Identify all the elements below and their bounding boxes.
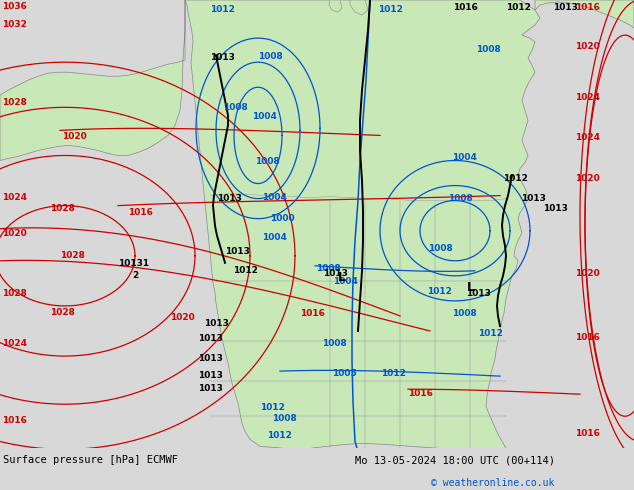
Text: 1012: 1012 — [267, 431, 292, 441]
Text: 10131: 10131 — [118, 259, 149, 268]
Text: 1020: 1020 — [170, 313, 195, 322]
Text: 1016: 1016 — [575, 429, 600, 438]
Text: 1016: 1016 — [2, 416, 27, 425]
Text: 1005: 1005 — [332, 369, 357, 378]
Text: 1020: 1020 — [575, 173, 600, 182]
Text: 1008: 1008 — [223, 103, 248, 112]
Text: 1012: 1012 — [381, 369, 406, 378]
Text: 1008: 1008 — [448, 194, 473, 202]
Text: 1008: 1008 — [258, 52, 283, 61]
Text: 1012: 1012 — [210, 5, 235, 14]
Text: 1028: 1028 — [2, 98, 27, 107]
Text: 1008: 1008 — [452, 309, 477, 318]
Text: 1008: 1008 — [255, 157, 280, 167]
Text: 1012: 1012 — [233, 266, 258, 275]
Text: 1020: 1020 — [575, 269, 600, 278]
Text: Mo 13-05-2024 18:00 UTC (00+114): Mo 13-05-2024 18:00 UTC (00+114) — [355, 455, 555, 465]
Text: 1016: 1016 — [575, 333, 600, 342]
Text: © weatheronline.co.uk: © weatheronline.co.uk — [431, 477, 555, 488]
Text: 1028: 1028 — [60, 251, 85, 260]
Text: 1013: 1013 — [466, 289, 491, 298]
Text: 1032: 1032 — [2, 20, 27, 29]
Text: 1013: 1013 — [198, 384, 223, 393]
Polygon shape — [535, 0, 634, 28]
Text: 1016: 1016 — [575, 3, 600, 12]
Text: 1024: 1024 — [2, 339, 27, 348]
Text: 1024: 1024 — [575, 93, 600, 102]
Text: 1013: 1013 — [225, 247, 250, 256]
Text: 1016: 1016 — [453, 3, 478, 12]
Text: 1013: 1013 — [543, 204, 568, 213]
Text: 1020: 1020 — [575, 42, 600, 51]
Text: 1008: 1008 — [322, 339, 347, 348]
Text: 1013: 1013 — [198, 371, 223, 380]
Text: 1012: 1012 — [427, 287, 452, 296]
Text: 1000: 1000 — [270, 214, 295, 222]
Text: 1013: 1013 — [198, 354, 223, 363]
Polygon shape — [0, 0, 185, 161]
Text: 1008: 1008 — [272, 414, 297, 423]
Text: 1012: 1012 — [260, 403, 285, 412]
Text: 1016: 1016 — [128, 208, 153, 217]
Text: 1013: 1013 — [204, 319, 229, 328]
Text: 1013: 1013 — [521, 194, 546, 202]
Text: 1012: 1012 — [478, 329, 503, 338]
Text: 1013: 1013 — [198, 334, 223, 343]
Text: 1020: 1020 — [62, 132, 87, 142]
Text: 1004: 1004 — [333, 277, 358, 286]
Text: 1013: 1013 — [210, 53, 235, 62]
Text: 1013: 1013 — [323, 269, 348, 278]
Text: 1013: 1013 — [217, 194, 242, 202]
Text: 1012: 1012 — [503, 173, 528, 182]
Text: 1013: 1013 — [553, 3, 578, 12]
Text: 1004: 1004 — [262, 193, 287, 201]
Polygon shape — [185, 0, 540, 448]
Text: 1008: 1008 — [476, 45, 501, 54]
Text: 1004: 1004 — [262, 233, 287, 242]
Polygon shape — [350, 0, 368, 15]
Text: 1024: 1024 — [2, 193, 27, 201]
Text: 1024: 1024 — [575, 133, 600, 143]
Text: 1020: 1020 — [2, 229, 27, 238]
Text: 1012: 1012 — [378, 5, 403, 14]
Text: 1008: 1008 — [316, 264, 340, 273]
Text: 1028: 1028 — [2, 289, 27, 298]
Text: 1016: 1016 — [300, 309, 325, 318]
Text: 1028: 1028 — [50, 308, 75, 317]
Text: Surface pressure [hPa] ECMWF: Surface pressure [hPa] ECMWF — [3, 455, 178, 465]
Text: 2: 2 — [132, 271, 138, 280]
Text: 1008: 1008 — [428, 244, 453, 253]
Text: 1028: 1028 — [50, 204, 75, 213]
Text: L: L — [467, 281, 475, 294]
Text: 1004: 1004 — [252, 112, 277, 122]
Text: 1016: 1016 — [408, 389, 433, 398]
Polygon shape — [329, 0, 342, 12]
Text: 1036: 1036 — [2, 2, 27, 11]
Text: 1004: 1004 — [452, 153, 477, 163]
Text: 1012: 1012 — [506, 3, 531, 12]
Text: L: L — [338, 271, 346, 284]
